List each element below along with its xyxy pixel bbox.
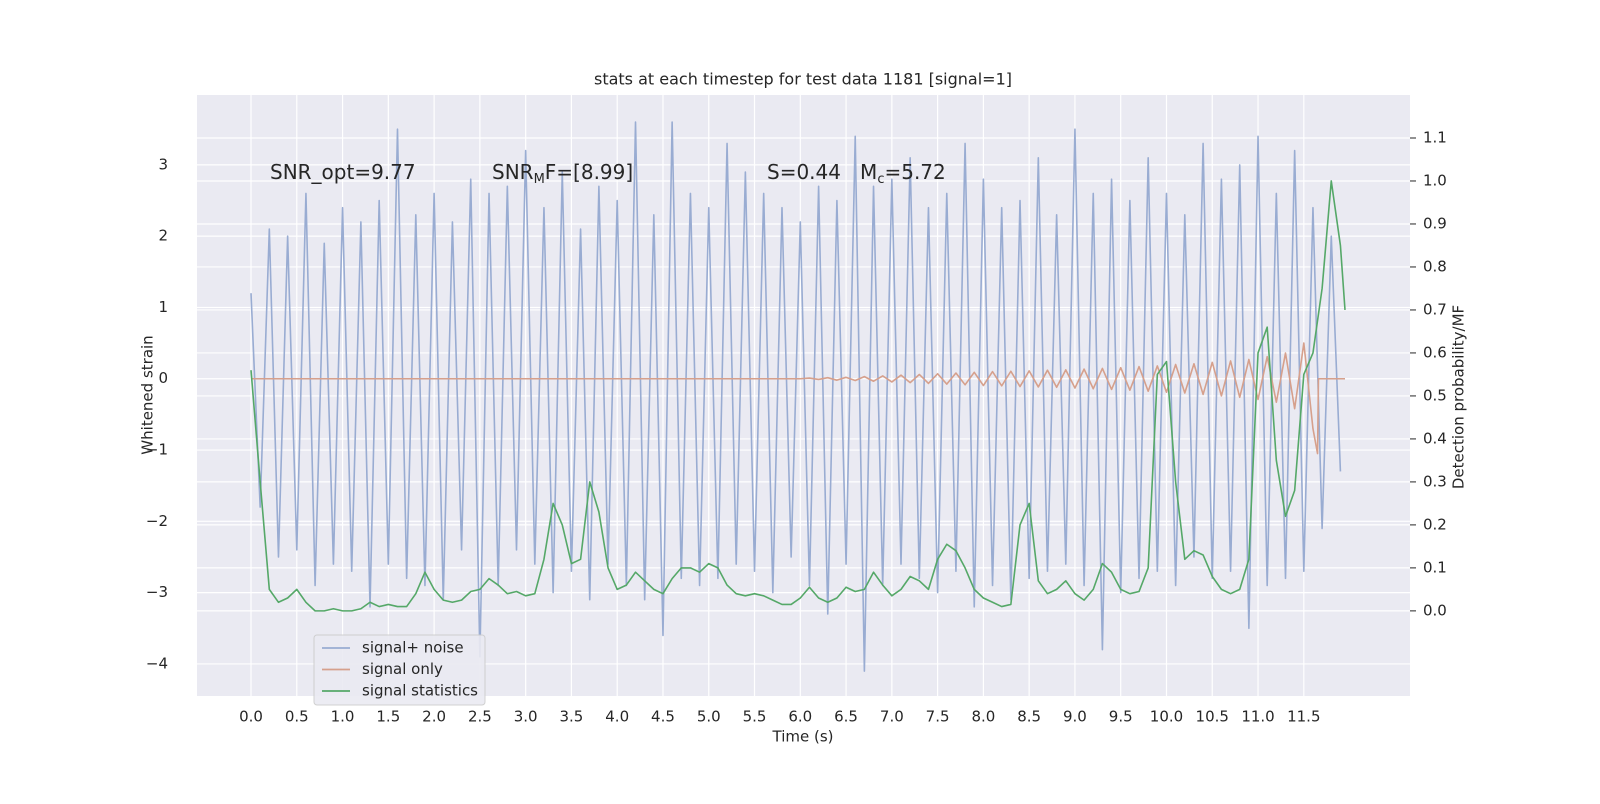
y-tick-label: −1 — [146, 441, 168, 459]
x-tick-label: 7.5 — [926, 708, 950, 726]
x-tick-label: 0.5 — [285, 708, 309, 726]
series-area — [250, 121, 1346, 672]
x-tick-label: 4.0 — [605, 708, 629, 726]
x-tick-label: 3.5 — [559, 708, 583, 726]
y2-tick-label: 0.3 — [1423, 472, 1447, 490]
x-tick-label: 10.5 — [1196, 708, 1229, 726]
y2-tick-label: 0.9 — [1423, 214, 1447, 232]
y2-tick-label: 1.0 — [1423, 171, 1447, 189]
chart-title: stats at each timestep for test data 118… — [594, 70, 1012, 89]
x-tick-label: 9.0 — [1063, 708, 1087, 726]
y2-tick-label: 0.5 — [1423, 386, 1447, 404]
x-tick-label: 2.0 — [422, 708, 446, 726]
x-tick-label: 11.5 — [1287, 708, 1320, 726]
x-tick-label: 1.5 — [376, 708, 400, 726]
series-line — [250, 180, 1346, 612]
y2-tick-label: 0.8 — [1423, 257, 1447, 275]
annotation-text: F=[8.99] — [545, 160, 633, 184]
y2-tick-label: 0.4 — [1423, 429, 1447, 447]
ticks: −4 −3 −2 −1 0 1 2 3 0.0 0.1 0.2 0.3 0.4 0.5 0.6 0.7 0.8 0… — [146, 128, 1447, 725]
x-tick-label: 7.0 — [880, 708, 904, 726]
y2-tick-label: 1.1 — [1423, 128, 1447, 146]
legend-label: signal+ noise — [362, 639, 464, 657]
x-tick-label: 5.0 — [697, 708, 721, 726]
annotation-text: S=0.44 M — [767, 160, 877, 184]
y-tick-label: 0 — [158, 369, 168, 387]
x-tick-label: 9.5 — [1109, 708, 1133, 726]
x-tick-label: 8.5 — [1017, 708, 1041, 726]
annotations: SNR_opt=9.77 SNRMF=[8.99] S=0.44 Mc=5.72 — [270, 160, 946, 187]
legend: signal+ noise signal only signal statistic… — [313, 634, 486, 706]
annotation-text: =5.72 — [884, 160, 945, 184]
annotation-subscript: c — [877, 172, 884, 187]
x-tick-label: 6.0 — [788, 708, 812, 726]
y-tick-label: 1 — [158, 298, 168, 316]
y2-tick-label: 0.2 — [1423, 515, 1447, 533]
x-tick-label: 10.0 — [1150, 708, 1183, 726]
x-tick-label: 1.0 — [331, 708, 355, 726]
annotation: SNRMF=[8.99] — [492, 160, 633, 187]
y-tick-label: 2 — [158, 227, 168, 245]
legend-label: signal only — [362, 660, 443, 678]
annotation: S=0.44 Mc=5.72 — [767, 160, 946, 187]
y2-tick-label: 0.7 — [1423, 300, 1447, 318]
legend-box — [313, 634, 486, 706]
x-tick-label: 6.5 — [834, 708, 858, 726]
x-tick-label: 4.5 — [651, 708, 675, 726]
x-tick-label: 8.0 — [971, 708, 995, 726]
y-tick-label: −4 — [146, 654, 168, 672]
series-line — [251, 342, 1345, 455]
x-tick-label: 5.5 — [743, 708, 767, 726]
y-axis-label: Whitened strain — [139, 335, 157, 454]
y2-tick-label: 0.0 — [1423, 601, 1447, 619]
x-tick-label: 3.0 — [514, 708, 538, 726]
y2-axis-label: Detection probability/MF — [1450, 305, 1468, 489]
series-line — [250, 121, 1342, 672]
y-tick-label: −3 — [146, 583, 168, 601]
annotation-text: SNR_opt=9.77 — [270, 160, 416, 184]
y-tick-label: −2 — [146, 512, 168, 530]
annotation-text: SNR — [492, 160, 534, 184]
x-axis-label: Time (s) — [772, 728, 834, 746]
x-tick-label: 2.5 — [468, 708, 492, 726]
y2-tick-label: 0.1 — [1423, 558, 1447, 576]
y2-tick-label: 0.6 — [1423, 343, 1447, 361]
x-tick-label: 11.0 — [1241, 708, 1274, 726]
annotation: SNR_opt=9.77 — [270, 160, 416, 184]
x-tick-label: 0.0 — [239, 708, 263, 726]
y-tick-label: 3 — [158, 155, 168, 173]
annotation-subscript: M — [534, 172, 545, 187]
legend-label: signal statistics — [362, 682, 478, 700]
